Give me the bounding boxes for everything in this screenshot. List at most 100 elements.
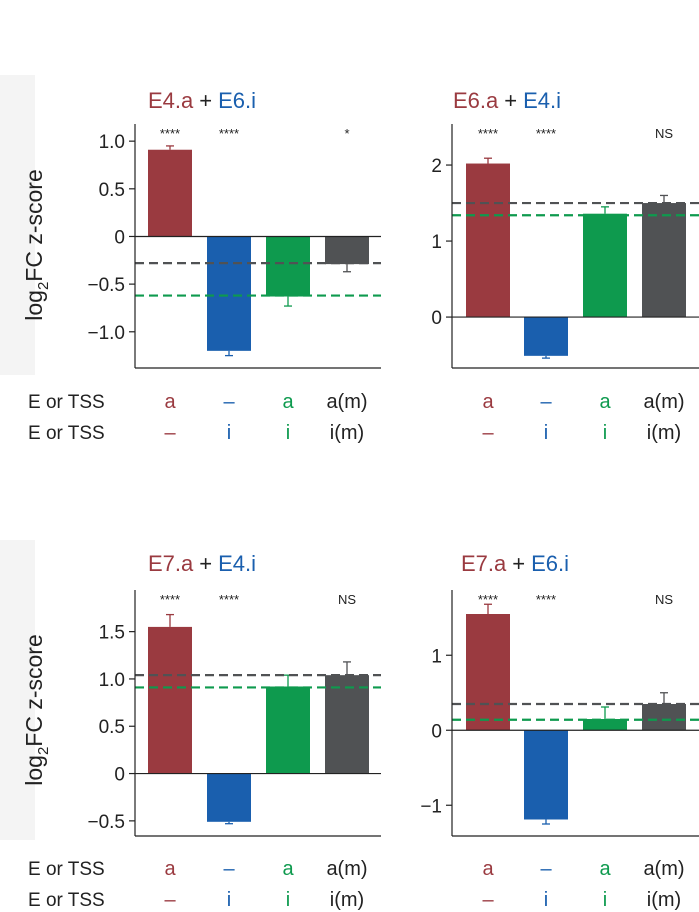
y-tick-label: 1.0 bbox=[99, 670, 125, 691]
significance-label: **** bbox=[219, 126, 239, 141]
bar-4 bbox=[325, 236, 369, 265]
panel-title: E7.a + E4.i bbox=[148, 551, 256, 576]
y-tick-label: 0 bbox=[114, 765, 125, 786]
bar-3 bbox=[266, 236, 310, 297]
row-label-e-or-tss: E or TSS bbox=[28, 859, 105, 880]
condition-row2-label: i(m) bbox=[647, 889, 681, 911]
significance-label: **** bbox=[478, 126, 498, 141]
title-activator: E6.a bbox=[453, 88, 499, 113]
condition-row1-label: a bbox=[482, 391, 494, 413]
y-tick-label: 0.5 bbox=[99, 180, 125, 201]
condition-row2-label: i bbox=[227, 889, 231, 911]
y-axis-title-log: log bbox=[21, 755, 47, 786]
y-tick-label: 1 bbox=[431, 646, 442, 667]
condition-row2-label: – bbox=[164, 889, 176, 911]
condition-row1-label: a bbox=[599, 858, 611, 880]
condition-row1-label: a bbox=[482, 858, 494, 880]
condition-row1-label: a(m) bbox=[326, 391, 367, 413]
y-tick-label: 0.5 bbox=[99, 717, 125, 738]
chart-panel-1: E4.a + E6.i****a–****–iai*a(m)i(m)1.00.50−… bbox=[87, 88, 381, 444]
condition-row2-label: i bbox=[544, 889, 548, 911]
row-label-e-or-tss: E or TSS bbox=[28, 423, 105, 444]
y-axis-title-subscript: 2 bbox=[35, 747, 52, 755]
condition-row2-label: – bbox=[482, 889, 494, 911]
y-axis-title: log2FC z-score bbox=[21, 634, 52, 786]
bar-2 bbox=[524, 730, 568, 820]
y-axis-title-rest: FC z-score bbox=[21, 634, 47, 746]
y-axis-title-rest: FC z-score bbox=[21, 169, 47, 281]
bar-2 bbox=[207, 236, 251, 351]
left-shade-top bbox=[0, 75, 35, 375]
significance-label: **** bbox=[536, 126, 556, 141]
significance-label: **** bbox=[219, 592, 239, 607]
y-tick-label: −0.5 bbox=[87, 275, 125, 296]
condition-row2-label: i(m) bbox=[647, 422, 681, 444]
significance-label: **** bbox=[478, 592, 498, 607]
condition-row1-label: a(m) bbox=[643, 858, 684, 880]
y-tick-label: −0.5 bbox=[87, 812, 125, 833]
bar-1 bbox=[148, 626, 192, 774]
chart-panel-3: E7.a + E4.i****a–****–iaiNSa(m)i(m)1.51.00… bbox=[87, 551, 381, 911]
significance-label: * bbox=[344, 126, 349, 141]
panel-title: E4.a + E6.i bbox=[148, 88, 256, 113]
bar-4 bbox=[642, 704, 686, 731]
significance-label: NS bbox=[655, 592, 673, 607]
y-axis-title-log: log bbox=[21, 290, 47, 321]
y-tick-label: −1.0 bbox=[87, 323, 125, 344]
bar-2 bbox=[207, 773, 251, 822]
y-tick-label: 0 bbox=[114, 227, 125, 248]
condition-row2-label: i bbox=[286, 889, 290, 911]
panel-title: E7.a + E6.i bbox=[461, 551, 569, 576]
condition-row2-label: i bbox=[544, 422, 548, 444]
title-plus: + bbox=[512, 551, 525, 576]
condition-row2-label: i bbox=[286, 422, 290, 444]
row-label-e-or-tss: E or TSS bbox=[28, 392, 105, 413]
y-axis-title: log2FC z-score bbox=[21, 169, 52, 321]
left-shade-bottom bbox=[0, 540, 35, 840]
condition-row2-label: i bbox=[227, 422, 231, 444]
condition-row2-label: i bbox=[603, 889, 607, 911]
y-tick-label: 1.0 bbox=[99, 132, 125, 153]
condition-row1-label: a bbox=[164, 858, 176, 880]
y-tick-label: −1 bbox=[420, 796, 442, 817]
title-activator: E7.a bbox=[148, 551, 194, 576]
title-plus: + bbox=[199, 88, 212, 113]
significance-label: **** bbox=[536, 592, 556, 607]
condition-row1-label: a bbox=[164, 391, 176, 413]
significance-label: **** bbox=[160, 592, 180, 607]
bar-1 bbox=[148, 149, 192, 237]
condition-row1-label: – bbox=[223, 391, 235, 413]
condition-row2-label: i bbox=[603, 422, 607, 444]
bar-1 bbox=[466, 163, 510, 318]
bar-1 bbox=[466, 614, 510, 731]
title-activator: E4.a bbox=[148, 88, 194, 113]
title-plus: + bbox=[199, 551, 212, 576]
condition-row2-label: – bbox=[164, 422, 176, 444]
condition-row1-label: a bbox=[599, 391, 611, 413]
y-tick-label: 1 bbox=[431, 232, 442, 253]
panel-title: E6.a + E4.i bbox=[453, 88, 561, 113]
y-axis-title-subscript: 2 bbox=[35, 282, 52, 290]
bar-2 bbox=[524, 317, 568, 356]
significance-label: **** bbox=[160, 126, 180, 141]
y-tick-label: 0 bbox=[431, 721, 442, 742]
condition-row1-label: a bbox=[282, 391, 294, 413]
significance-label: NS bbox=[655, 126, 673, 141]
bar-3 bbox=[583, 213, 627, 318]
bar-3 bbox=[583, 719, 627, 731]
title-inhibitor: E6.i bbox=[218, 88, 256, 113]
title-inhibitor: E4.i bbox=[523, 88, 561, 113]
bar-4 bbox=[325, 675, 369, 774]
significance-label: NS bbox=[338, 592, 356, 607]
bar-4 bbox=[642, 203, 686, 318]
title-inhibitor: E6.i bbox=[531, 551, 569, 576]
y-tick-label: 0 bbox=[431, 308, 442, 329]
condition-row1-label: – bbox=[540, 391, 552, 413]
condition-row2-label: i(m) bbox=[330, 422, 364, 444]
title-inhibitor: E4.i bbox=[218, 551, 256, 576]
title-plus: + bbox=[504, 88, 517, 113]
condition-row1-label: a bbox=[282, 858, 294, 880]
condition-row1-label: – bbox=[223, 858, 235, 880]
